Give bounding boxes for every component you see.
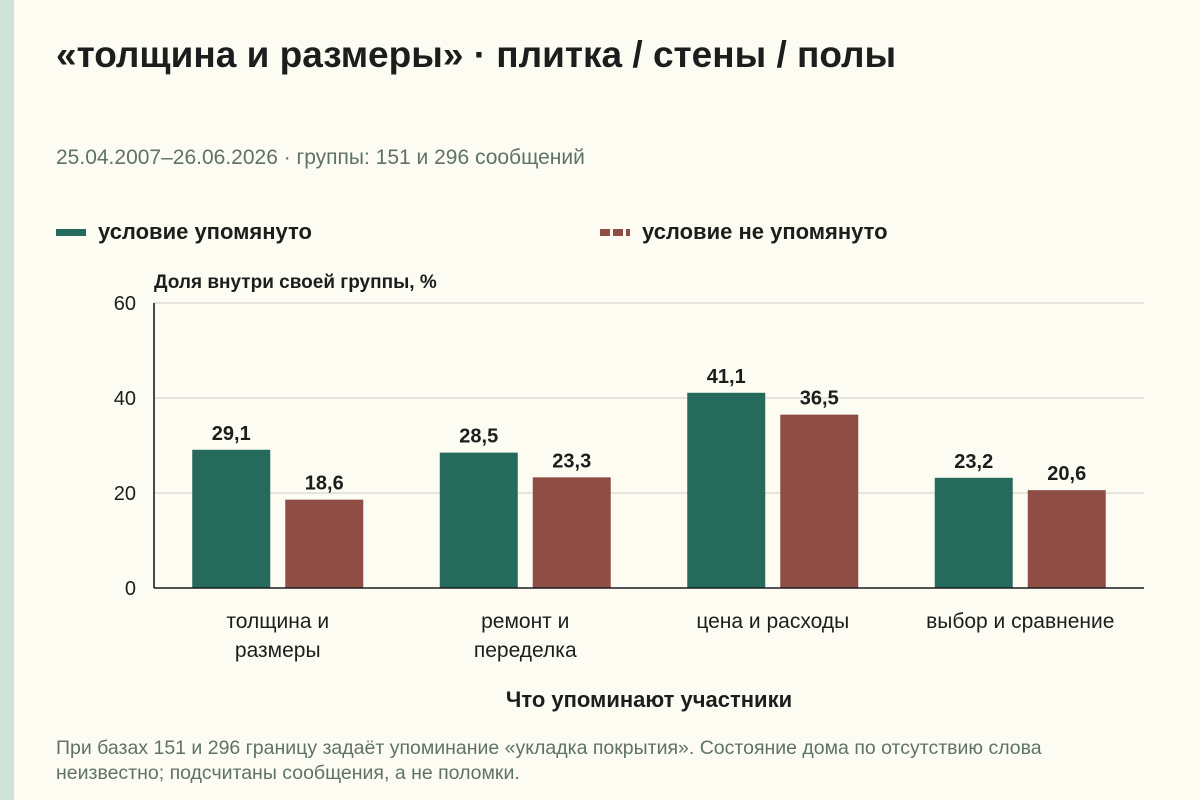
y-tick-labels: 0 20 40 60	[114, 293, 136, 600]
axes	[153, 303, 1144, 589]
chart-title: «толщина и размеры» · плитка / стены / п…	[56, 34, 897, 75]
value-label-mentioned-0: 29,1	[212, 423, 251, 445]
value-label-mentioned-2: 41,1	[707, 366, 746, 388]
value-label-not-mentioned-1: 23,3	[552, 450, 591, 472]
x-category-label-3-line-0: выбор и сравнение	[926, 610, 1114, 633]
value-label-not-mentioned-3: 20,6	[1047, 463, 1086, 485]
x-category-label-0-line-1: размеры	[235, 639, 321, 662]
bar-mentioned-1	[439, 452, 518, 588]
bar-not-mentioned-3	[1027, 490, 1106, 588]
y-tick-label-60: 60	[114, 293, 136, 315]
bar-not-mentioned-1	[532, 477, 611, 588]
y-tick-label-20: 20	[114, 483, 136, 505]
x-category-label-2-line-0: цена и расходы	[696, 610, 849, 633]
left-accent-strip	[0, 0, 14, 800]
x-category-label-1-line-0: ремонт и	[481, 610, 569, 633]
bar-not-mentioned-2	[780, 414, 859, 588]
legend-label-not-mentioned: условие не упомянуто	[642, 219, 888, 244]
bar-mentioned-0	[192, 449, 271, 588]
legend-item-not-mentioned: условие не упомянуто	[600, 219, 888, 245]
y-axis-label: Доля внутри своей группы, %	[154, 272, 437, 293]
x-axis-label: Что упоминают участники	[505, 687, 793, 712]
y-tick-label-0: 0	[125, 578, 136, 600]
footnote: При базах 151 и 296 границу задаёт упоми…	[56, 737, 1042, 784]
chart-subtitle: 25.04.2007–26.06.2026 · группы: 151 и 29…	[56, 146, 585, 169]
grid-lines	[154, 302, 1144, 494]
value-labels: 29,1 18,6 28,5 23,3 41,1 36,5 23,2 20,6	[212, 366, 1086, 495]
bar-mentioned-3	[934, 477, 1013, 588]
value-label-mentioned-1: 28,5	[459, 426, 498, 448]
value-label-not-mentioned-0: 18,6	[305, 473, 344, 495]
x-category-label-0-line-0: толщина и	[226, 610, 329, 633]
x-category-labels: толщина и размеры ремонт и переделка цена и …	[226, 610, 1114, 662]
bar-mentioned-2	[687, 392, 766, 588]
value-label-not-mentioned-2: 36,5	[800, 388, 839, 410]
bars	[192, 392, 1106, 588]
legend-swatch-not-mentioned	[600, 228, 630, 236]
y-tick-label-40: 40	[114, 388, 136, 410]
legend-item-mentioned: условие упомянуто	[56, 219, 312, 245]
value-label-mentioned-3: 23,2	[954, 451, 993, 473]
legend-swatch-mentioned	[56, 228, 86, 236]
x-category-label-1-line-1: переделка	[474, 639, 577, 662]
bar-not-mentioned-0	[285, 499, 364, 588]
legend-label-mentioned: условие упомянуто	[98, 219, 312, 244]
